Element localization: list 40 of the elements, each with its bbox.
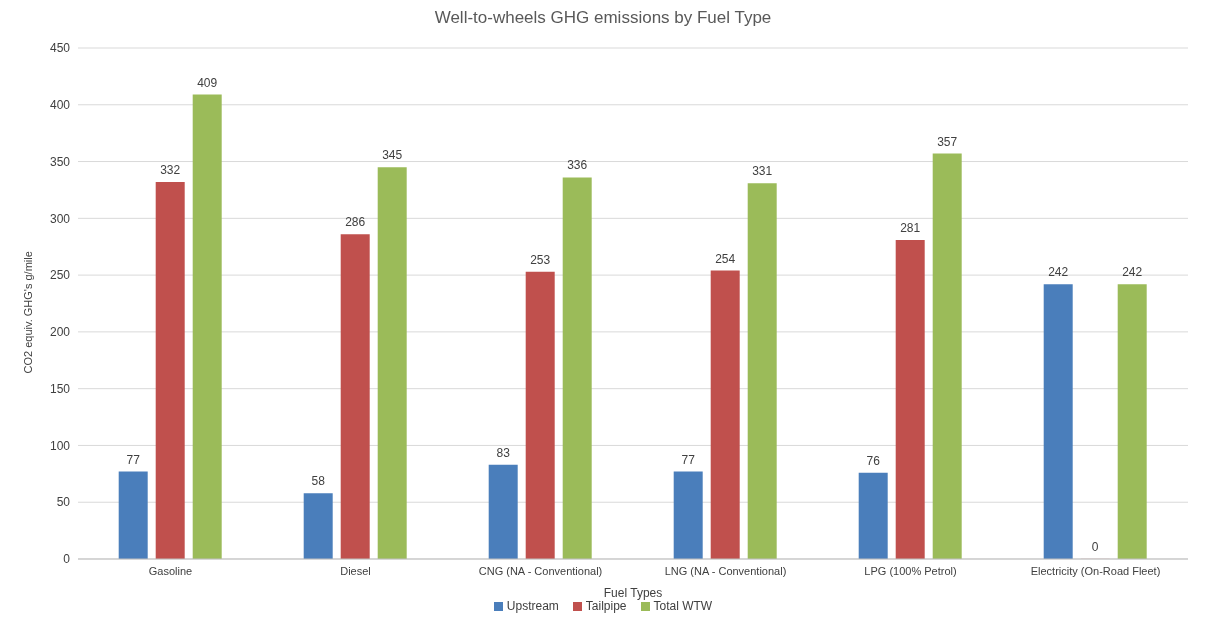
data-label: 83 xyxy=(496,445,511,460)
y-tick-label: 200 xyxy=(49,325,71,340)
chart-title: Well-to-wheels GHG emissions by Fuel Type xyxy=(433,8,773,28)
data-label: 357 xyxy=(937,134,958,149)
y-tick-label: 400 xyxy=(49,98,71,113)
data-label: 254 xyxy=(715,251,736,266)
legend-label: Tailpipe xyxy=(584,599,627,613)
data-label: 58 xyxy=(311,474,326,489)
y-tick-label: 150 xyxy=(49,381,71,396)
data-label: 0 xyxy=(1091,539,1099,554)
x-tick-label: LNG (NA - Conventional) xyxy=(664,564,787,577)
y-axis-title: CO2 equiv. GHG's g/mile xyxy=(21,251,34,374)
data-label: 286 xyxy=(345,215,366,230)
x-tick-label: Electricity (On-Road Fleet) xyxy=(1030,564,1161,577)
y-tick-label: 50 xyxy=(56,495,71,510)
x-tick-label: LPG (100% Petrol) xyxy=(864,564,957,577)
x-tick-label: Diesel xyxy=(340,564,371,577)
data-label: 253 xyxy=(530,252,551,267)
data-label: 336 xyxy=(567,158,588,173)
x-tick-label: Gasoline xyxy=(148,564,193,577)
y-tick-label: 450 xyxy=(49,41,71,56)
data-label: 242 xyxy=(1122,265,1143,280)
data-label: 281 xyxy=(900,220,921,235)
legend-label: Total WTW xyxy=(653,599,713,613)
data-label: 332 xyxy=(160,163,181,177)
y-tick-label: 350 xyxy=(49,154,71,169)
y-tick-label: 250 xyxy=(49,268,71,283)
data-label: 345 xyxy=(382,148,403,163)
x-tick-label: CNG (NA - Conventional) xyxy=(478,564,603,577)
data-label: 76 xyxy=(866,453,881,468)
y-tick-label: 100 xyxy=(49,438,71,453)
data-label: 77 xyxy=(681,452,696,467)
legend-label: Upstream xyxy=(505,599,559,613)
x-axis-title: Fuel Types xyxy=(603,586,663,600)
data-label: 77 xyxy=(126,452,141,467)
data-label: 409 xyxy=(197,75,218,90)
y-tick-label: 300 xyxy=(49,211,71,226)
y-tick-label: 0 xyxy=(63,552,71,567)
data-label: 331 xyxy=(752,164,773,179)
data-label: 242 xyxy=(1048,265,1069,280)
